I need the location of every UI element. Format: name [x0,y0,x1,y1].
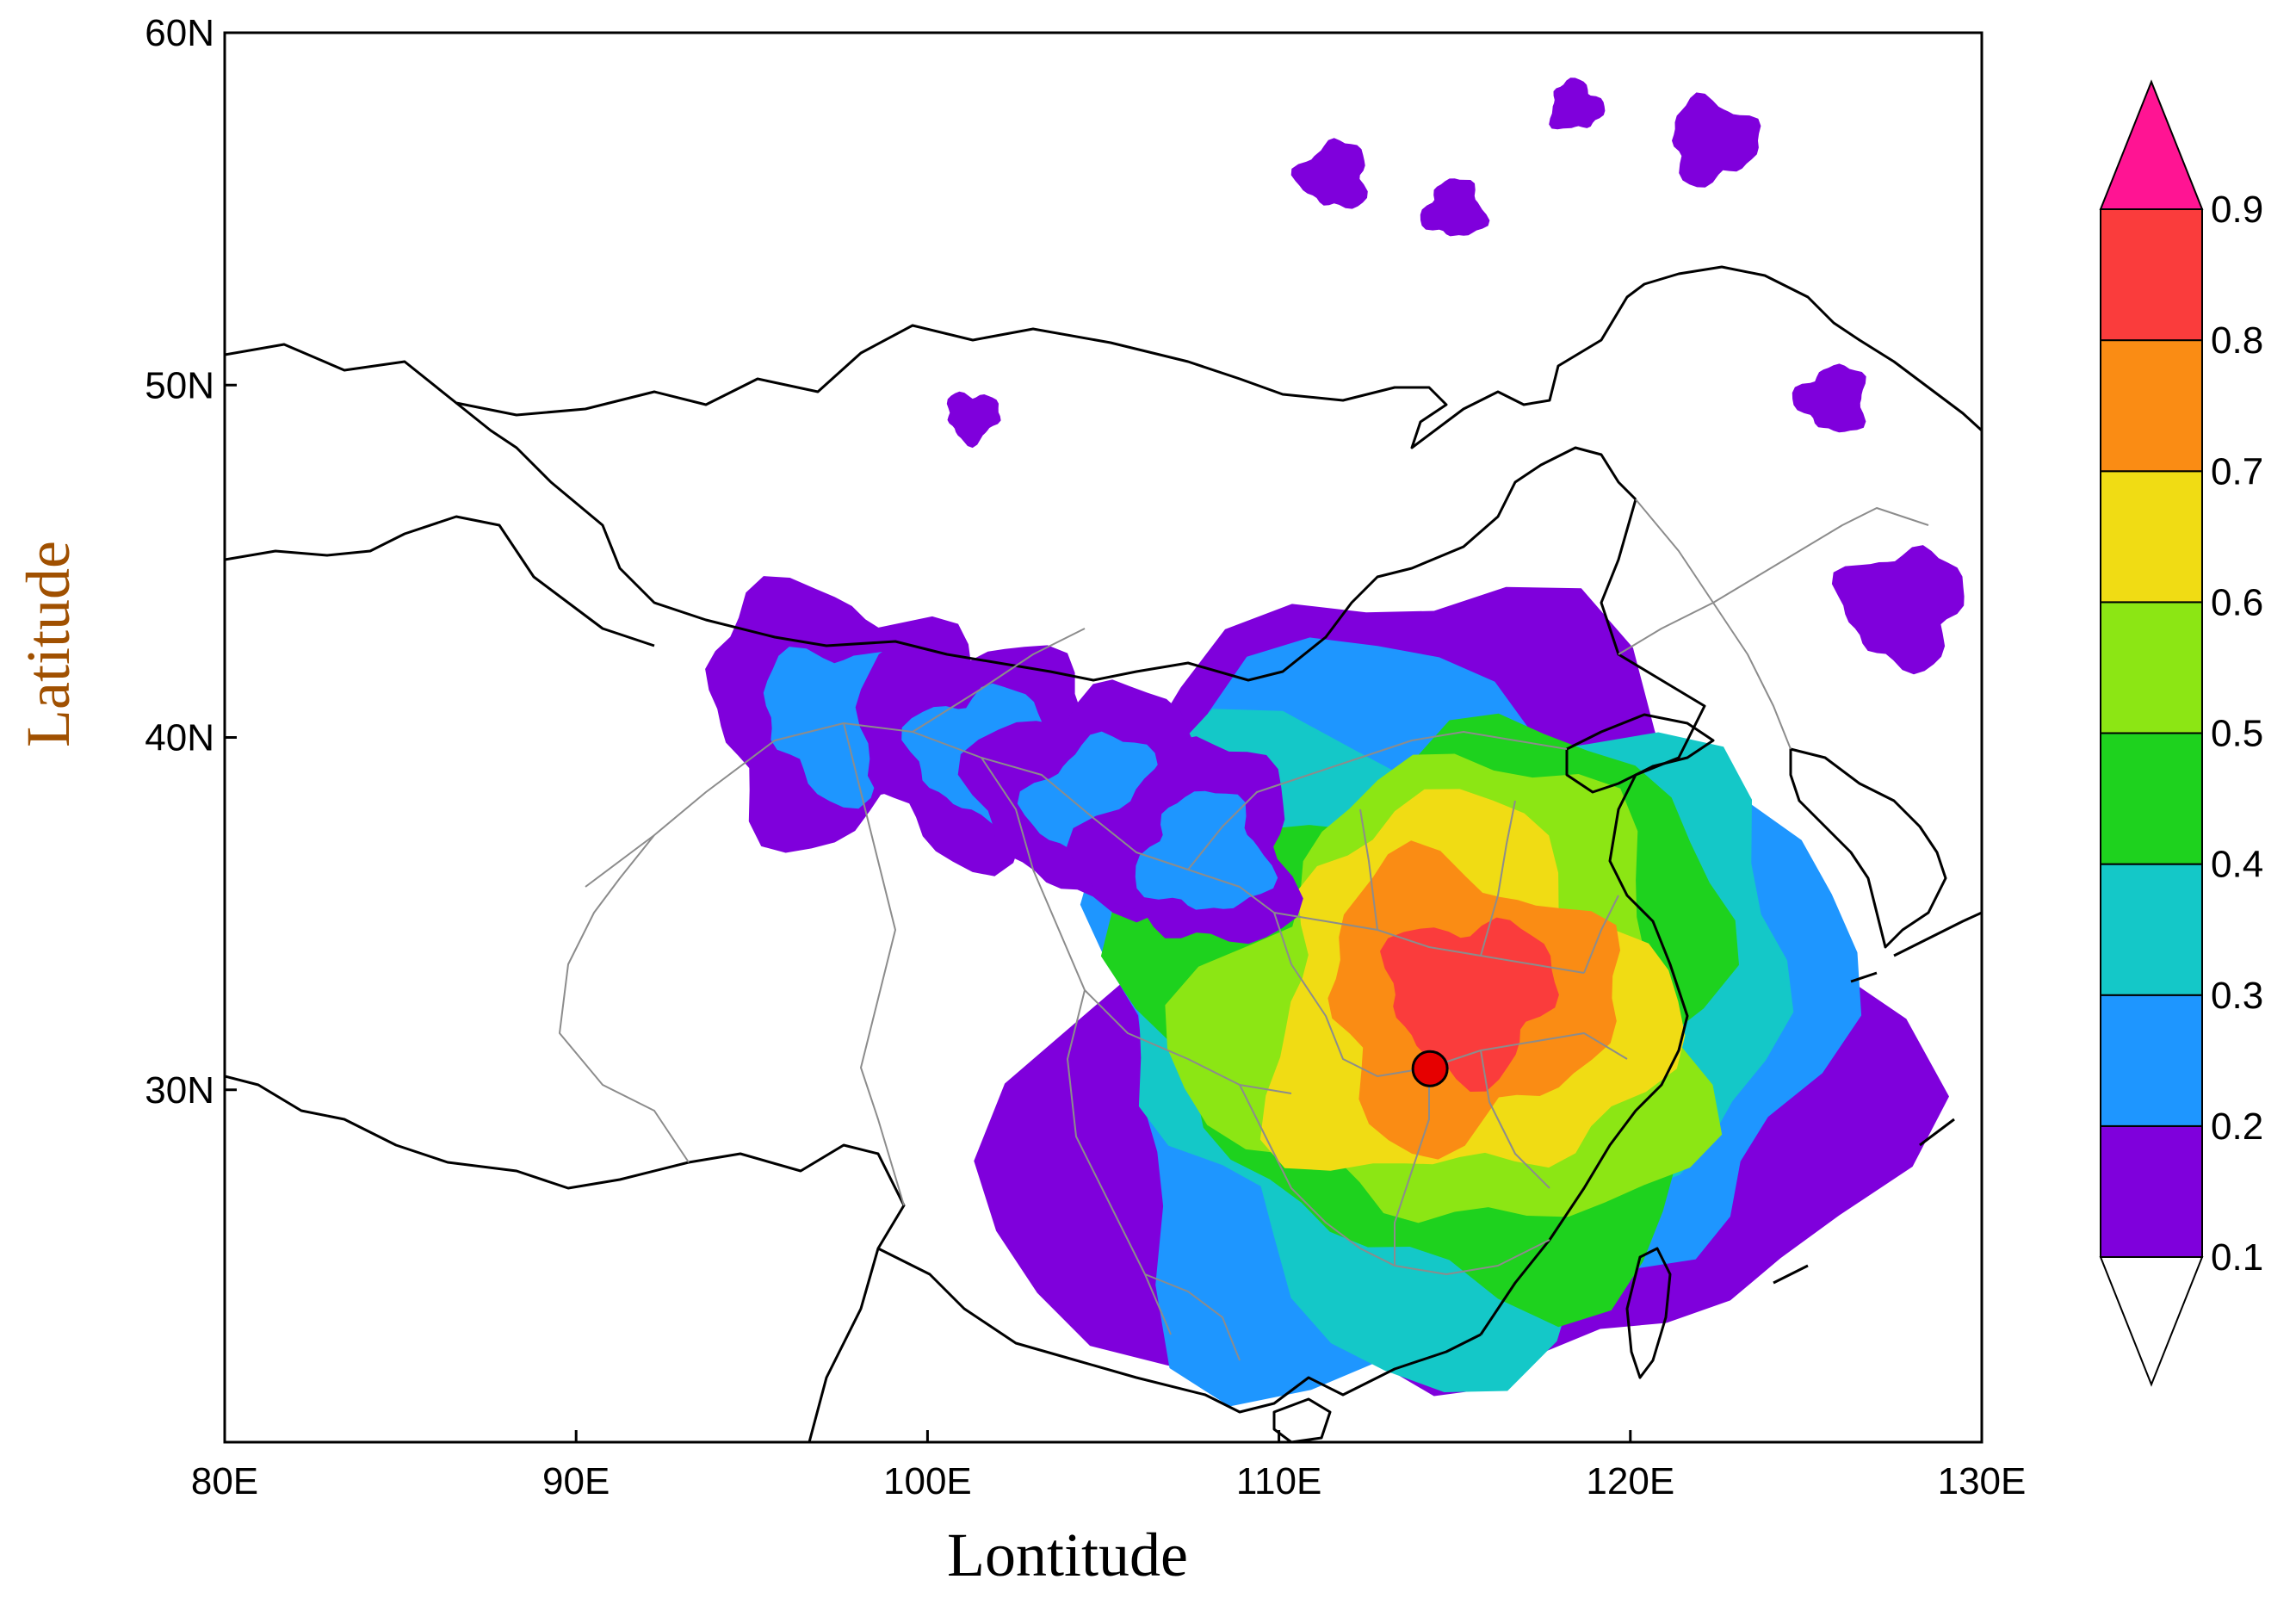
y-tick-label: 60N [145,12,214,54]
source-location-marker [1411,1050,1449,1087]
concentration-field [705,77,1965,1407]
colorbar-tick-label: 0.9 [2211,189,2263,231]
coastline-east [1479,499,1706,1335]
contour-level-1-patch [1792,363,1866,433]
japan-fragment [1773,911,1982,1285]
contour-level-1-patch [1549,77,1606,130]
taiwan-outline [1625,1247,1672,1379]
colorbar-swatch [2100,994,2203,1127]
colorbar-tick-label: 0.1 [2211,1236,2263,1279]
boundary-lines [225,265,1982,1442]
contour-level-1-patch [946,391,1001,449]
y-tick-label: 50N [145,364,214,406]
contour-level-1-patch [1290,138,1368,209]
colorbar-tick-label: 0.6 [2211,581,2263,623]
country-border-indochina [877,1247,1482,1414]
country-border-west [225,515,655,647]
colorbar-tick-label: 0.5 [2211,713,2263,755]
country-border-south [225,1075,906,1442]
colorbar-swatch [2100,732,2203,865]
y-axis: 30N 40N 50N 60N [145,12,237,1112]
colorbar-swatch [2100,470,2203,604]
colorbar: 0.1 0.2 0.3 0.4 0.5 0.6 0.7 0.8 0.9 [2099,79,2263,1387]
contour-level-1-patch [1831,545,1965,675]
x-tick-label: 100E [883,1460,972,1502]
colorbar-swatch [2100,1124,2203,1258]
x-tick-label: 110E [1236,1460,1322,1502]
x-tick-label: 90E [542,1460,610,1502]
contour-level-2-band [1135,790,1278,910]
shandong-coast [1565,713,1715,794]
colorbar-tick-label: 0.7 [2211,450,2263,492]
colorbar-tick-label: 0.2 [2211,1106,2263,1148]
colorbar-under-triangle [2099,1256,2204,1387]
colorbar-tick-label: 0.4 [2211,844,2263,886]
x-axis: 80E 90E 100E 110E 120E 130E [191,1430,2027,1502]
y-axis-title: Latitude [14,541,83,747]
colorbar-swatch [2100,208,2203,342]
hainan-outline [1272,1397,1332,1442]
colorbar-tick-label: 0.8 [2211,319,2263,362]
colorbar-swatch [2100,339,2203,473]
contour-level-1-patch [1672,92,1761,188]
country-border-korea [1789,747,1947,949]
colorbar-swatch [2100,863,2203,996]
colorbar-over-triangle [2099,79,2204,210]
x-tick-label: 80E [191,1460,258,1502]
x-tick-label: 130E [1938,1460,2027,1502]
x-tick-label: 120E [1586,1460,1674,1502]
colorbar-swatch [2100,601,2203,734]
x-axis-title: Lontitude [947,1521,1188,1589]
country-border-north [225,265,1982,449]
marker-dot [1411,1050,1449,1087]
contour-level-1-patch [1420,178,1490,237]
y-tick-label: 30N [145,1069,214,1112]
y-tick-label: 40N [145,717,214,759]
colorbar-tick-label: 0.3 [2211,975,2263,1017]
country-border-mongolia [455,401,1637,682]
